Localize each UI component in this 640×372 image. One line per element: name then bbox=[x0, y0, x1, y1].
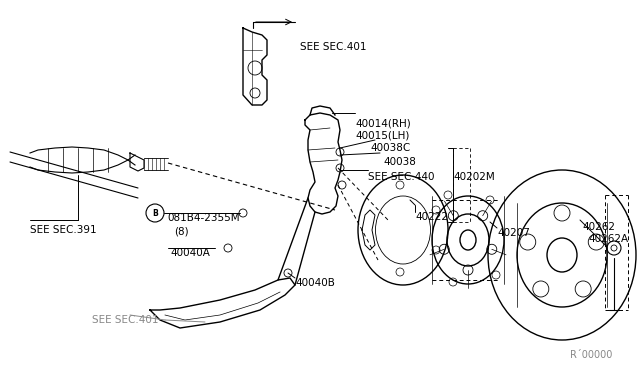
Text: 40040B: 40040B bbox=[295, 278, 335, 288]
Text: 40262: 40262 bbox=[582, 222, 615, 232]
Text: SEE SEC.440: SEE SEC.440 bbox=[368, 172, 435, 182]
Text: 081B4-2355M: 081B4-2355M bbox=[167, 213, 239, 223]
Text: 40040A: 40040A bbox=[170, 248, 210, 258]
Text: 40262A: 40262A bbox=[588, 234, 628, 244]
Text: 40038: 40038 bbox=[383, 157, 416, 167]
Text: 40038C: 40038C bbox=[370, 143, 410, 153]
Text: R´00000: R´00000 bbox=[570, 350, 612, 360]
Text: SEE SEC.391: SEE SEC.391 bbox=[30, 225, 97, 235]
Text: SEE SEC.401: SEE SEC.401 bbox=[300, 42, 367, 52]
Text: 40202M: 40202M bbox=[453, 172, 495, 182]
Text: SEE SEC.401: SEE SEC.401 bbox=[92, 315, 159, 325]
Text: 40014(RH): 40014(RH) bbox=[355, 118, 411, 128]
Text: 40207: 40207 bbox=[497, 228, 530, 238]
Text: 40015(LH): 40015(LH) bbox=[355, 130, 410, 140]
Text: (8): (8) bbox=[174, 226, 189, 236]
Text: B: B bbox=[152, 208, 158, 218]
Text: 40222: 40222 bbox=[415, 212, 448, 222]
